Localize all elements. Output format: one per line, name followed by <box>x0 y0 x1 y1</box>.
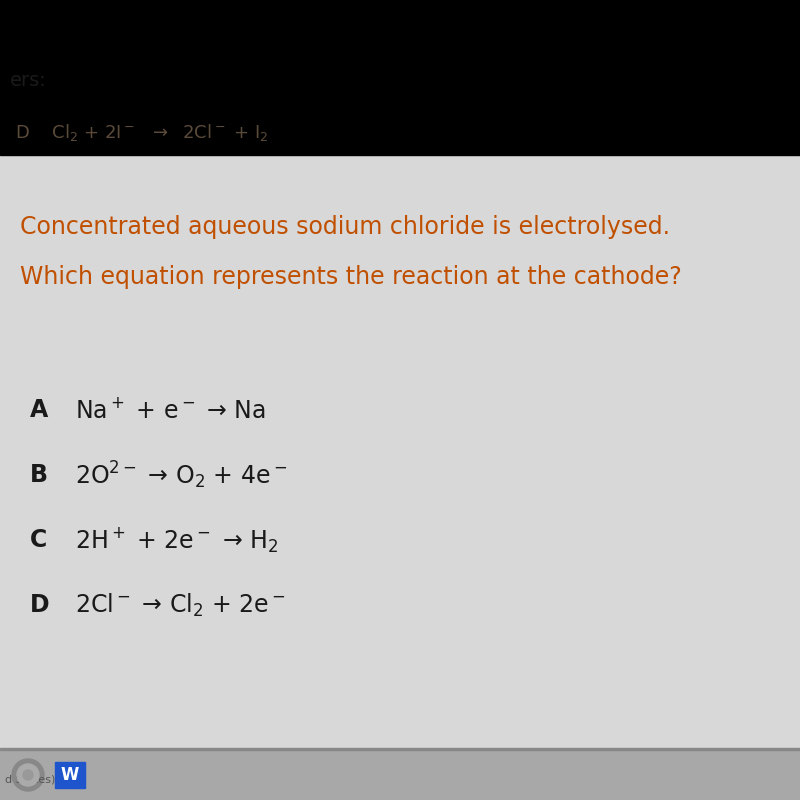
Text: 2Cl$^-$ → Cl$_2$ + 2e$^-$: 2Cl$^-$ → Cl$_2$ + 2e$^-$ <box>75 591 286 618</box>
Text: B: B <box>30 463 48 487</box>
Text: ers:: ers: <box>10 70 46 90</box>
Bar <box>0 750 800 800</box>
Text: W: W <box>61 766 79 784</box>
Circle shape <box>12 759 44 791</box>
Text: Which equation represents the reaction at the cathode?: Which equation represents the reaction a… <box>20 265 682 289</box>
Text: Na$^+$ + e$^-$ → Na: Na$^+$ + e$^-$ → Na <box>75 398 266 422</box>
Circle shape <box>23 770 33 780</box>
Text: 2O$^{2-}$ → O$_2$ + 4e$^-$: 2O$^{2-}$ → O$_2$ + 4e$^-$ <box>75 459 287 490</box>
Text: D: D <box>30 593 50 617</box>
Text: d States): d States) <box>5 775 55 785</box>
Text: Concentrated aqueous sodium chloride is electrolysed.: Concentrated aqueous sodium chloride is … <box>20 215 670 239</box>
Text: 2H$^+$ + 2e$^-$ → H$_2$: 2H$^+$ + 2e$^-$ → H$_2$ <box>75 526 278 554</box>
Bar <box>0 0 800 155</box>
Circle shape <box>17 764 39 786</box>
Text: C: C <box>30 528 47 552</box>
Bar <box>55 762 85 788</box>
Text: A: A <box>30 398 48 422</box>
Bar <box>0 748 800 750</box>
Text: D    Cl$_2$ + 2I$^-$  $\rightarrow$  2Cl$^-$ + I$_2$: D Cl$_2$ + 2I$^-$ $\rightarrow$ 2Cl$^-$ … <box>15 122 268 143</box>
